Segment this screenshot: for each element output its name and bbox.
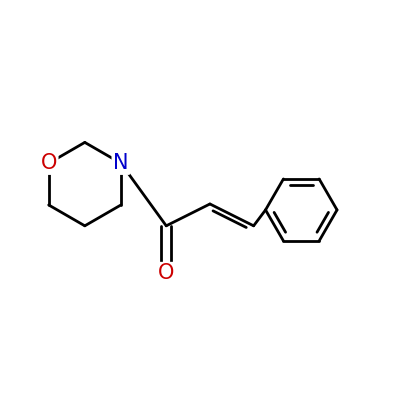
Text: O: O: [40, 153, 57, 173]
Text: O: O: [158, 264, 174, 284]
Text: N: N: [113, 153, 129, 173]
